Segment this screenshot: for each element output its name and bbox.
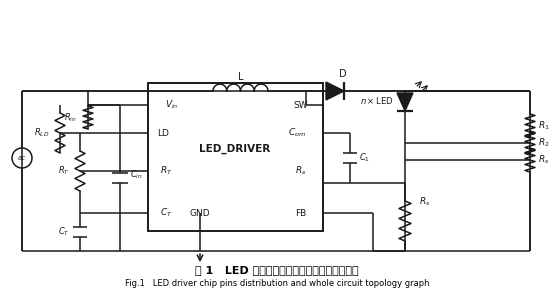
Text: $R_s$: $R_s$ (538, 154, 550, 166)
Text: FB: FB (295, 208, 306, 218)
Text: $R_s$: $R_s$ (295, 165, 307, 177)
Polygon shape (397, 93, 413, 111)
Text: $R_T$: $R_T$ (160, 165, 172, 177)
Text: $R_1$: $R_1$ (538, 120, 550, 132)
Text: L: L (238, 72, 243, 82)
Text: $R_s$: $R_s$ (419, 196, 430, 208)
Text: 图 1   LED 驱动芯片管脚分布及整体电路拓扑图: 图 1 LED 驱动芯片管脚分布及整体电路拓扑图 (195, 265, 359, 275)
Text: $C_1$: $C_1$ (358, 152, 370, 164)
Text: D: D (339, 69, 347, 79)
Text: $R_T$: $R_T$ (58, 165, 70, 177)
Text: $V_{in}$: $V_{in}$ (165, 99, 179, 111)
Text: $R_{LD}$: $R_{LD}$ (34, 127, 50, 139)
Text: $n\times$LED: $n\times$LED (360, 95, 394, 106)
Text: Fig.1   LED driver chip pins distribution and whole circuit topology graph: Fig.1 LED driver chip pins distribution … (125, 279, 429, 289)
Polygon shape (326, 82, 344, 100)
Text: $C_{in}$: $C_{in}$ (130, 169, 142, 181)
Text: LD: LD (157, 129, 169, 137)
Text: $R_2$: $R_2$ (538, 137, 550, 149)
Bar (148, 83, 323, 231)
Text: $C_{om}$: $C_{om}$ (288, 127, 306, 139)
Text: SW: SW (294, 100, 309, 110)
Text: $R_{in}$: $R_{in}$ (64, 111, 76, 124)
Text: ac: ac (18, 155, 26, 161)
Text: $C_T$: $C_T$ (58, 226, 70, 238)
Text: GND: GND (189, 208, 211, 218)
Text: LED_DRIVER: LED_DRIVER (199, 144, 270, 154)
Text: $C_T$: $C_T$ (160, 207, 172, 219)
